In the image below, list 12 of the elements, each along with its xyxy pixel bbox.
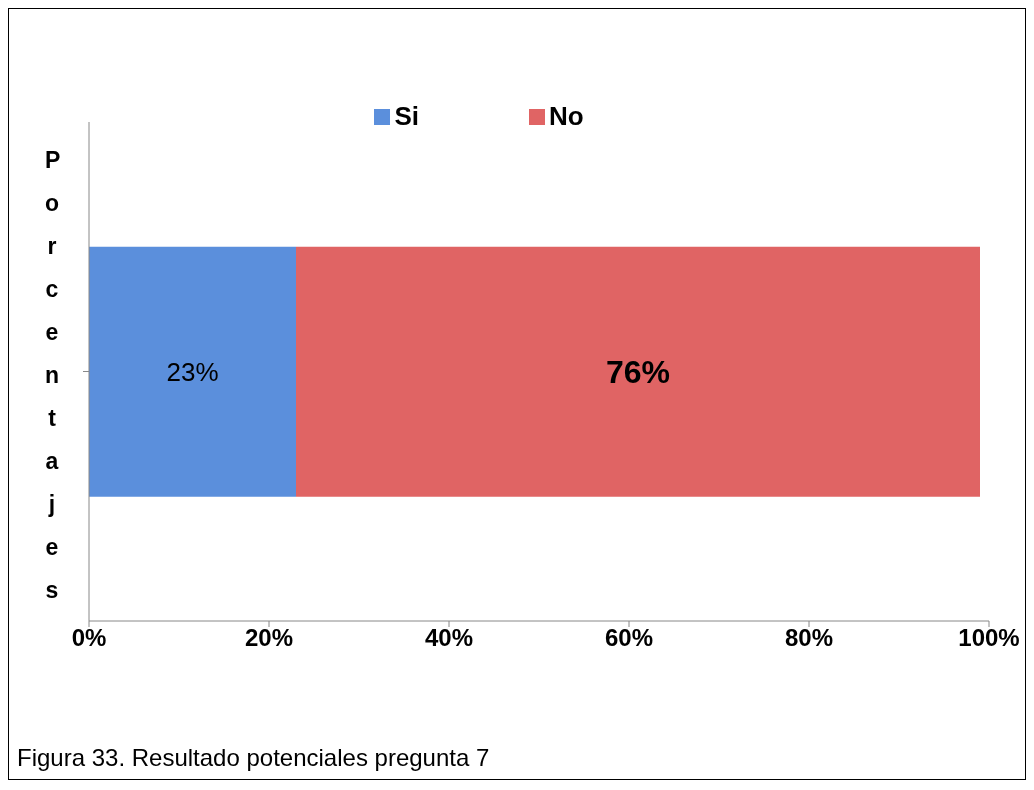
- text: Porcentajes: [45, 147, 61, 603]
- x-tick-label: 0%: [71, 624, 107, 652]
- x-tick-label: 60%: [604, 624, 654, 652]
- x-tick-label: 40%: [424, 624, 474, 652]
- text: Figura 33. Resultado potenciales pregunta 7: [17, 744, 490, 772]
- data-label: 76%: [605, 354, 671, 391]
- data-label: 23%: [166, 356, 219, 387]
- legend-label: Si: [393, 101, 419, 132]
- x-tick-label: 100%: [958, 624, 1020, 652]
- x-tick-label: 80%: [784, 624, 834, 652]
- legend-label: No: [547, 101, 584, 132]
- x-tick-label: 20%: [244, 624, 294, 652]
